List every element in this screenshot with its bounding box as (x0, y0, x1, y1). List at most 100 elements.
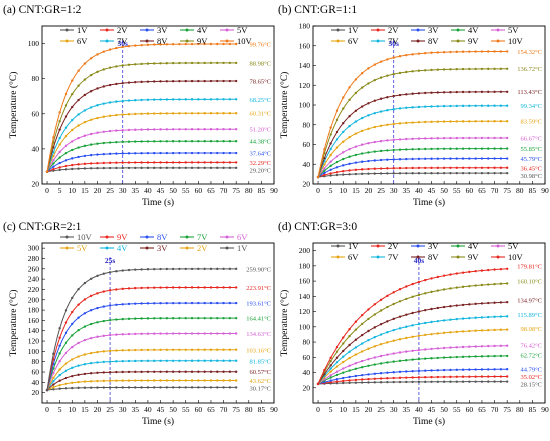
data-point-9V (474, 67, 477, 71)
data-point-8V (171, 80, 175, 83)
data-point-7V (342, 355, 345, 358)
legend-entry-label: 10V (237, 36, 253, 46)
data-point-7V (480, 104, 484, 107)
data-point-7V (58, 136, 61, 140)
data-point-2V (461, 375, 465, 378)
data-point-5V (436, 347, 440, 350)
data-point-8V (83, 312, 87, 315)
plot-frame (41, 25, 275, 185)
legend-swatch-marker (416, 28, 420, 32)
data-point-7V (115, 100, 118, 103)
y-tick-label: 200 (299, 246, 311, 255)
data-point-10V (228, 267, 232, 271)
data-point-1V (171, 386, 175, 389)
data-point-3V (228, 151, 232, 155)
data-point-7V (386, 331, 389, 334)
data-point-5V (335, 155, 339, 158)
data-point-9V (115, 288, 118, 291)
data-point-1V (480, 380, 484, 383)
data-point-3V (417, 369, 421, 373)
data-point-5V (165, 348, 169, 351)
data-point-2V (411, 166, 414, 170)
x-tick-label: 65 (207, 405, 215, 414)
end-value-label: 98.08°C (520, 326, 542, 333)
data-point-1V (480, 171, 484, 175)
data-point-1V (108, 166, 112, 170)
data-point-5V (323, 378, 326, 381)
data-point-5V (323, 167, 326, 170)
data-point-2V (146, 161, 150, 164)
data-point-3V (159, 370, 162, 373)
data-point-8V (442, 91, 446, 94)
data-point-3V (121, 152, 124, 155)
data-point-4V (367, 151, 370, 154)
data-point-10V (379, 298, 383, 301)
data-point-10V (468, 50, 471, 53)
data-point-4V (127, 140, 131, 143)
data-point-7V (430, 105, 433, 108)
data-point-10V (153, 267, 156, 271)
data-point-5V (386, 353, 389, 356)
data-point-3V (505, 368, 509, 371)
x-tick-label: 70 (491, 405, 499, 414)
data-point-6V (455, 330, 458, 334)
data-point-9V (493, 67, 496, 71)
x-tick-label: 40 (144, 405, 152, 414)
data-point-3V (184, 151, 187, 155)
data-point-6V (153, 112, 156, 115)
data-point-5V (216, 348, 219, 351)
data-point-8V (102, 305, 105, 308)
data-point-10V (203, 42, 206, 46)
data-point-10V (487, 50, 490, 53)
data-point-3V (108, 152, 112, 156)
data-point-6V (386, 341, 389, 344)
data-point-2V (96, 379, 99, 383)
data-point-2V (71, 163, 74, 167)
data-point-6V (216, 332, 219, 335)
data-point-2V (77, 380, 80, 384)
data-point-6V (398, 122, 402, 125)
legend-entry-label: 5V (508, 241, 519, 251)
data-point-10V (190, 267, 194, 271)
data-point-8V (159, 302, 162, 305)
data-point-8V (190, 79, 194, 83)
data-point-1V (89, 167, 93, 170)
data-point-5V (354, 362, 358, 365)
data-point-7V (398, 107, 402, 110)
legend-entry-label: 7V (388, 252, 399, 262)
legend-entry-label: 8V (428, 252, 439, 262)
y-tick-label: 80 (303, 338, 311, 347)
data-point-9V (379, 309, 383, 312)
data-point-5V (348, 147, 351, 151)
data-point-1V (153, 386, 156, 389)
data-point-4V (71, 148, 74, 152)
data-point-2V (323, 173, 326, 177)
data-point-9V (373, 313, 376, 316)
data-point-8V (329, 364, 332, 367)
data-point-4V (417, 357, 421, 361)
data-point-4V (234, 140, 238, 143)
data-point-6V (461, 330, 465, 333)
data-point-3V (83, 372, 87, 376)
data-point-9V (96, 70, 99, 74)
data-point-5V (354, 145, 358, 148)
data-point-8V (405, 93, 408, 96)
data-point-8V (398, 315, 402, 318)
data-point-2V (348, 169, 351, 172)
end-value-label: 83.59°C (520, 119, 542, 126)
data-point-1V (417, 380, 421, 384)
data-point-8V (342, 121, 345, 125)
data-point-1V (430, 380, 433, 384)
data-point-10V (159, 43, 162, 46)
data-point-9V (367, 82, 370, 85)
data-point-2V (190, 379, 194, 382)
data-point-3V (367, 159, 370, 163)
data-point-3V (411, 369, 414, 373)
data-point-6V (89, 118, 93, 121)
data-point-5V (461, 136, 465, 140)
series-line-7V (46, 317, 237, 391)
data-point-10V (58, 327, 61, 330)
data-point-6V (234, 332, 238, 335)
data-point-2V (121, 161, 124, 164)
legend-swatch-marker (456, 244, 460, 248)
